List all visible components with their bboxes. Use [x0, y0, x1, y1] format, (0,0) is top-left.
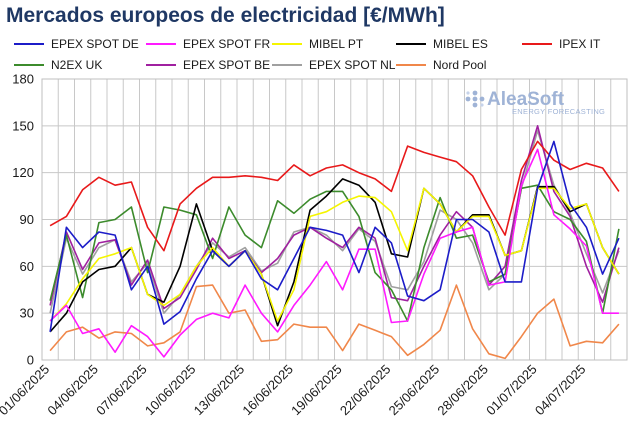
y-tick-label: 30 — [20, 306, 34, 321]
y-tick-label: 180 — [12, 72, 34, 87]
series-line-epex-spot-fr — [49, 148, 619, 358]
legend-label-mibel-es: MIBEL ES — [433, 37, 488, 51]
legend-label-ipex-it: IPEX IT — [559, 37, 601, 51]
legend: EPEX SPOT DE EPEX SPOT FR MIBEL PT MIBEL ES… — [14, 37, 601, 72]
series-line-mibel-pt — [49, 187, 620, 322]
y-tick-label: 0 — [27, 353, 34, 368]
legend-label-epex-spot-nl: EPEX SPOT NL — [309, 58, 396, 72]
logo-icon — [465, 90, 485, 108]
legend-label-nord-pool: Nord Pool — [433, 58, 486, 72]
x-tick-label: 04/07/2025 — [532, 362, 589, 419]
series-lines — [49, 125, 620, 360]
x-tick-label: 04/06/2025 — [44, 362, 101, 419]
y-axis-ticks: 0 30 60 90 120 150 180 — [12, 72, 34, 368]
series-line-nord-pool — [49, 284, 620, 360]
x-tick-label: 01/06/2025 — [0, 362, 52, 419]
legend-label-mibel-pt: MIBEL PT — [309, 37, 364, 51]
x-tick-label: 01/07/2025 — [483, 362, 540, 419]
x-tick-label: 07/06/2025 — [93, 362, 150, 419]
y-tick-label: 150 — [12, 118, 34, 133]
logo-name: AleaSoft — [487, 89, 565, 110]
series-line-n2ex-uk — [49, 184, 620, 322]
series-line-ipex-it — [49, 140, 620, 252]
y-tick-label: 90 — [20, 212, 34, 227]
y-tick-label: 60 — [20, 259, 34, 274]
legend-label-epex-spot-de: EPEX SPOT DE — [51, 37, 139, 51]
grid-lines — [41, 78, 628, 361]
x-tick-label: 10/06/2025 — [142, 362, 199, 419]
logo-tagline: ENERGY FORECASTING — [512, 107, 605, 116]
aleasoft-logo: AleaSoft ENERGY FORECASTING — [465, 89, 605, 116]
plot-area-border — [41, 78, 628, 361]
y-tick-label: 120 — [12, 165, 34, 180]
legend-label-epex-spot-be: EPEX SPOT BE — [183, 58, 270, 72]
x-tick-label: 19/06/2025 — [288, 362, 345, 419]
x-tick-label: 28/06/2025 — [434, 362, 491, 419]
x-tick-label: 25/06/2025 — [386, 362, 443, 419]
chart-title: Mercados europeos de electricidad [€/MWh… — [6, 4, 445, 27]
x-tick-label: 16/06/2025 — [239, 362, 296, 419]
x-tick-label: 22/06/2025 — [337, 362, 394, 419]
legend-label-n2ex-uk: N2EX UK — [51, 58, 102, 72]
x-axis-ticks: 01/06/202504/06/202507/06/202510/06/2025… — [0, 362, 588, 419]
legend-label-epex-spot-fr: EPEX SPOT FR — [183, 37, 270, 51]
series-line-epex-spot-de — [49, 140, 620, 333]
x-tick-label: 13/06/2025 — [191, 362, 248, 419]
